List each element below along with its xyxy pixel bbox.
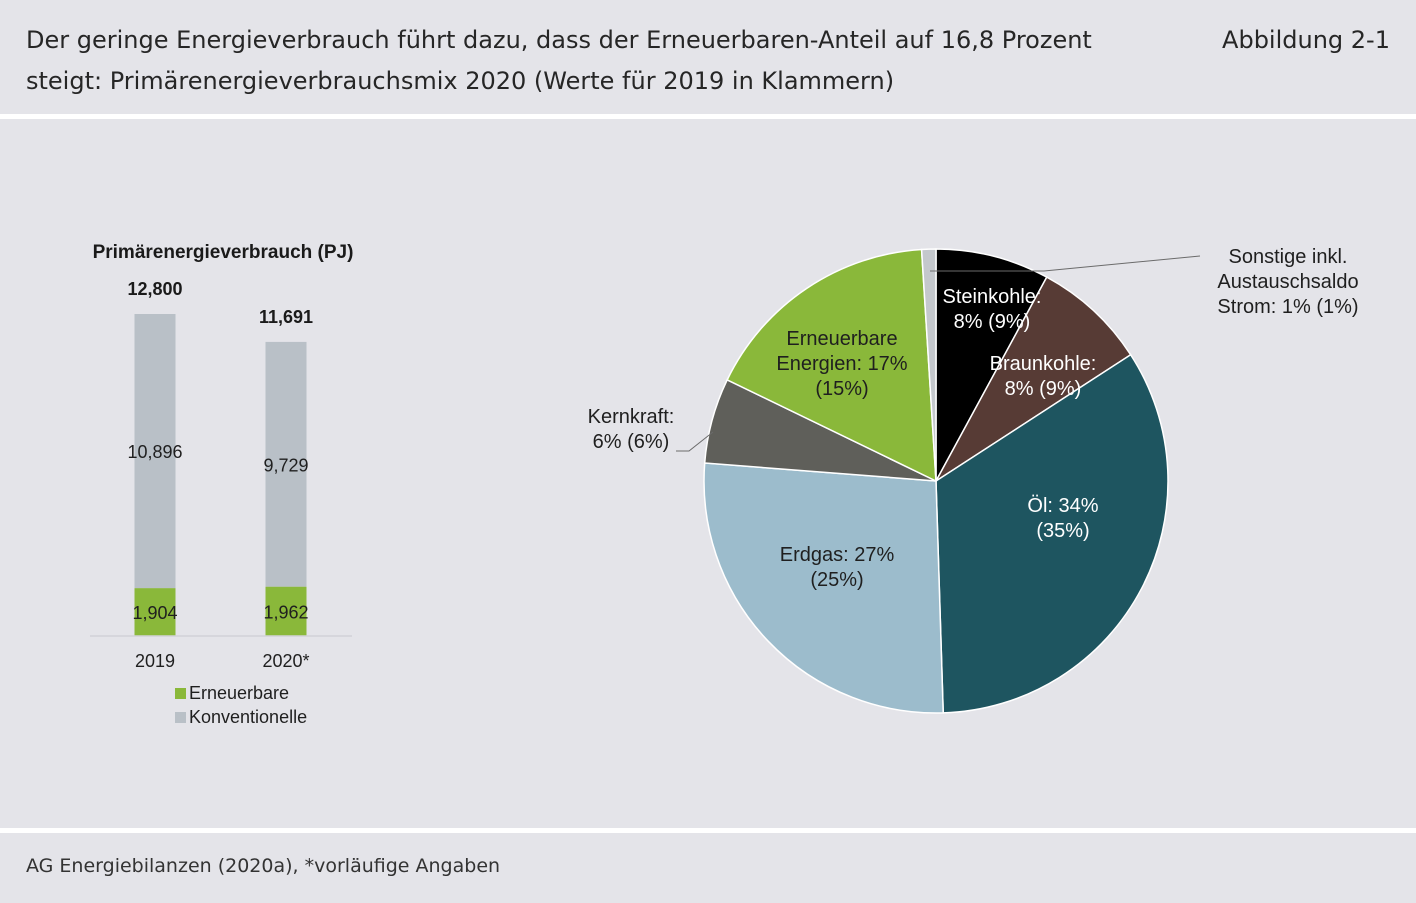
pie-label-renewables: Erneuerbare Energien: 17% (15%)	[776, 328, 907, 400]
pie-slice-lignite	[935, 276, 1132, 482]
pie-labels: Steinkohle: 8% (9%) Braunkohle: 8% (9%) Öl: …	[588, 246, 1359, 591]
pie-slice-gas	[703, 462, 944, 714]
pie-label-lignite: Braunkohle: 8% (9%)	[990, 353, 1097, 400]
pie-slices	[703, 248, 1169, 714]
legend-swatch-conventional	[175, 712, 186, 723]
bar-chart: Primärenergieverbrauch (PJ) 1,90410,8961…	[90, 242, 353, 727]
bar-category-label: 2020*	[262, 651, 309, 671]
pie-slice-other	[920, 248, 937, 482]
pie-label-gas: Erdgas: 27% (25%)	[780, 544, 895, 591]
source-note: AG Energiebilanzen (2020a), *vorläufige …	[26, 855, 501, 877]
bar-chart-title: Primärenergieverbrauch (PJ)	[93, 242, 354, 263]
callout-line-nuclear	[676, 431, 714, 452]
bar-conventional-1	[265, 341, 307, 587]
legend-label: Erneuerbare	[189, 683, 289, 703]
figure-number: Abbildung 2-1	[1222, 26, 1390, 54]
legend-label: Konventionelle	[189, 707, 307, 727]
bar-total-label: 12,800	[127, 279, 182, 299]
pie-label-hard_coal: Steinkohle: 8% (9%)	[943, 286, 1042, 333]
bar-renewables-1	[265, 586, 307, 636]
pie-label-nuclear: Kernkraft: 6% (6%)	[588, 406, 675, 453]
bar-x-ticks: 2019 2020*	[135, 651, 310, 671]
pie-slice-oil	[935, 353, 1169, 714]
bar-conventional-0	[134, 314, 176, 589]
header-divider	[0, 114, 1416, 119]
bar-renewables-0	[134, 588, 176, 636]
pie-slice-renewables	[726, 248, 937, 483]
bar-value-label: 1,962	[263, 602, 308, 622]
bar-value-label: 9,729	[263, 455, 308, 475]
bar-group: 1,904 10,896 12,800 1,962 9,729 11,691	[127, 279, 313, 636]
bar-legend: Erneuerbare Konventionelle	[175, 683, 307, 727]
pie-label-other: Sonstige inkl. Austauschsaldo Strom: 1% (1…	[1217, 246, 1358, 318]
header: Der geringe Energieverbrauch führt dazu,…	[0, 0, 1416, 114]
pie-slice-hard_coal	[935, 248, 1048, 482]
footer-divider	[0, 828, 1416, 833]
bar-category-label: 2019	[135, 651, 175, 671]
callout-line-other	[930, 255, 1201, 272]
bar-value-label: 10,896	[127, 442, 182, 462]
pie-chart: Steinkohle: 8% (9%) Braunkohle: 8% (9%) Öl: …	[588, 246, 1359, 714]
legend-swatch-renewables	[175, 688, 186, 699]
bar-value-label: 1,904	[132, 603, 177, 623]
bar-total-label: 11,691	[259, 307, 313, 327]
figure-title: Der geringe Energieverbrauch führt dazu,…	[26, 26, 1092, 95]
pie-label-oil: Öl: 34% (35%)	[1027, 495, 1098, 542]
